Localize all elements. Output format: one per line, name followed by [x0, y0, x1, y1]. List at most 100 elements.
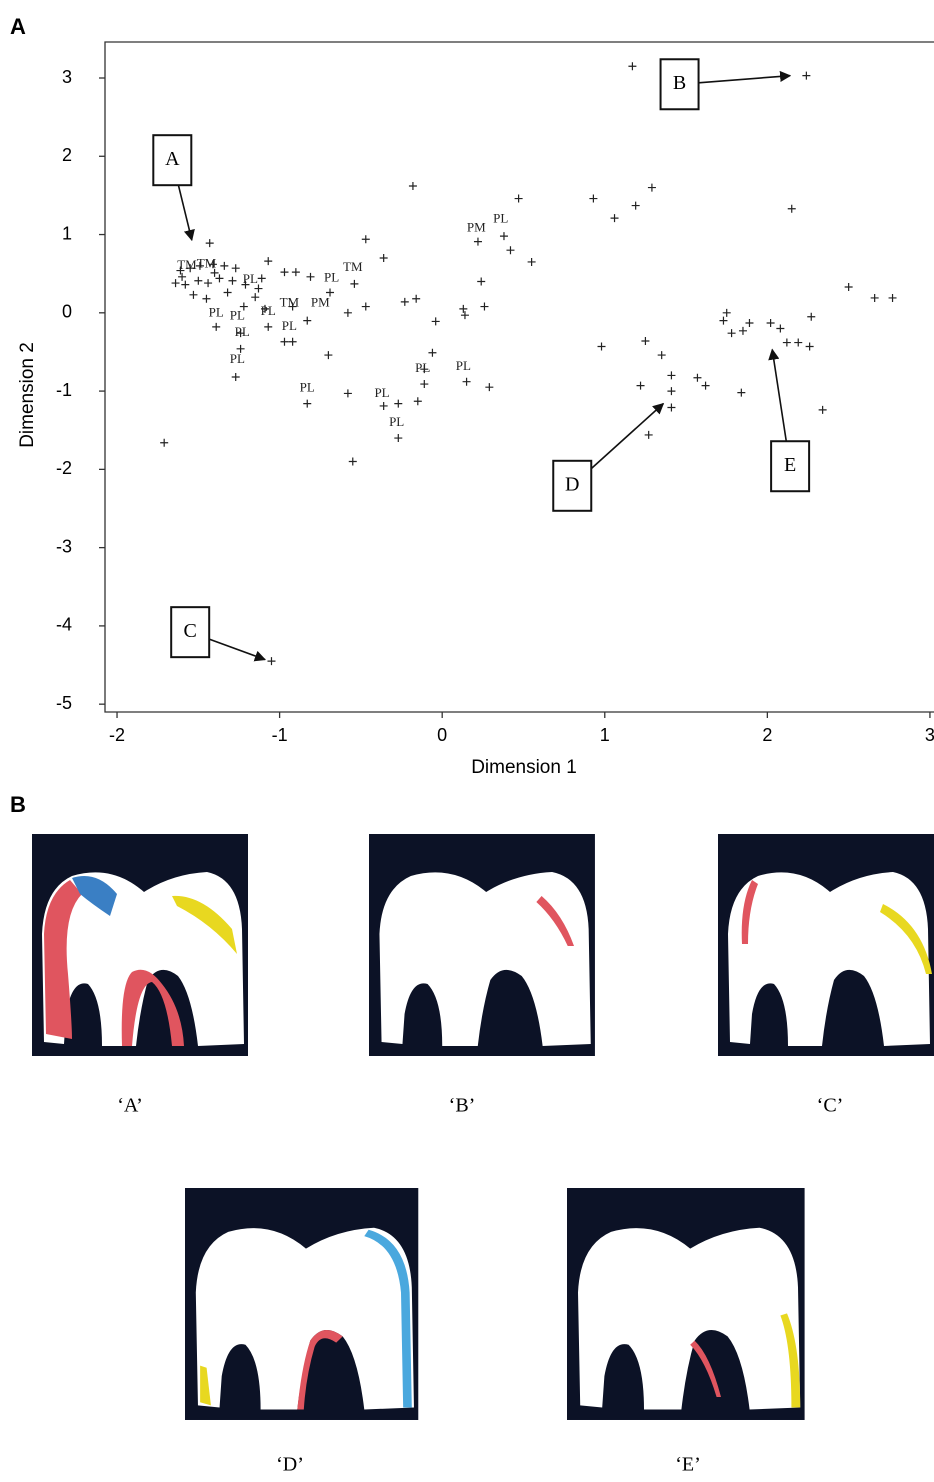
point: [589, 195, 597, 203]
point: [728, 329, 736, 337]
point-label: PL: [235, 324, 250, 339]
point: [658, 351, 666, 359]
point-label: PL: [300, 380, 315, 395]
point: [802, 72, 810, 80]
point: [506, 246, 514, 254]
point: [178, 273, 186, 281]
point: [788, 205, 796, 213]
point-label: TM: [197, 255, 217, 270]
image-caption: ‘A’: [117, 1095, 143, 1117]
point: [220, 262, 228, 270]
point: [206, 239, 214, 247]
point: [267, 657, 275, 665]
callout-label: A: [165, 148, 180, 170]
callout-label: D: [565, 473, 579, 495]
point-label: PL: [374, 385, 389, 400]
point-label: PL: [243, 271, 258, 286]
point: [280, 338, 288, 346]
point: [776, 324, 784, 332]
point: [432, 317, 440, 325]
x-tick-label: 1: [600, 725, 610, 745]
point: [463, 378, 471, 386]
point-label: PL: [282, 318, 297, 333]
point: [307, 273, 315, 281]
point: [807, 313, 815, 321]
point: [380, 254, 388, 262]
point: [515, 195, 523, 203]
point: [303, 317, 311, 325]
point-label: TM: [343, 259, 363, 274]
y-tick-label: -3: [56, 536, 72, 556]
callout-arrow: [772, 350, 786, 442]
y-tick-label: -4: [56, 615, 72, 635]
y-tick-label: 1: [62, 223, 72, 243]
point: [598, 342, 606, 350]
point: [648, 184, 656, 192]
point-label: PL: [493, 211, 508, 226]
point: [528, 258, 536, 266]
point: [702, 382, 710, 390]
point: [819, 406, 827, 414]
point: [349, 458, 357, 466]
point: [202, 295, 210, 303]
point: [723, 309, 731, 317]
x-tick-label: -1: [272, 725, 288, 745]
point: [480, 303, 488, 311]
point-label: TM: [280, 294, 300, 309]
point: [204, 279, 212, 287]
point: [628, 62, 636, 70]
callout-arrow: [209, 639, 265, 659]
x-axis-label: Dimension 1: [471, 757, 577, 778]
y-tick-label: -5: [56, 693, 72, 713]
figure: A B ‘A’ ‘B’ ‘C’ ‘D’ ‘E’ -2-10123-5-4-3-2…: [0, 0, 934, 1482]
point: [232, 373, 240, 381]
callout-label: E: [784, 454, 796, 476]
y-tick-label: 3: [62, 67, 72, 87]
x-tick-label: 0: [437, 725, 447, 745]
point-label: PL: [389, 414, 404, 429]
point: [428, 349, 436, 357]
point: [362, 235, 370, 243]
point: [667, 371, 675, 379]
point: [401, 298, 409, 306]
point-label: PL: [261, 303, 276, 318]
point-label: PL: [456, 358, 471, 373]
point: [232, 264, 240, 272]
point: [251, 293, 259, 301]
point-label: PL: [324, 269, 339, 284]
image-caption: ‘C’: [817, 1095, 844, 1117]
point: [871, 294, 879, 302]
point: [737, 389, 745, 397]
point: [394, 434, 402, 442]
point: [258, 274, 266, 282]
point: [212, 323, 220, 331]
point: [189, 291, 197, 299]
point: [172, 279, 180, 287]
point: [667, 387, 675, 395]
point: [719, 317, 727, 325]
point: [461, 311, 469, 319]
point: [350, 280, 358, 288]
point: [693, 374, 701, 382]
callout-arrow: [591, 404, 663, 469]
point-label: PL: [209, 305, 224, 320]
image-caption: ‘D’: [276, 1454, 304, 1476]
panel-label: A: [10, 14, 26, 39]
point: [667, 404, 675, 412]
image-b: [369, 834, 595, 1056]
point: [414, 397, 422, 405]
point: [224, 288, 232, 296]
image-e: [567, 1188, 805, 1420]
point: [806, 342, 814, 350]
image-caption: ‘E’: [675, 1454, 701, 1476]
point: [739, 327, 747, 335]
callout-label: B: [673, 72, 686, 94]
point: [380, 402, 388, 410]
point: [783, 339, 791, 347]
x-tick-label: 2: [762, 725, 772, 745]
point: [767, 319, 775, 327]
point: [845, 283, 853, 291]
point: [228, 277, 236, 285]
point: [194, 277, 202, 285]
point: [394, 400, 402, 408]
